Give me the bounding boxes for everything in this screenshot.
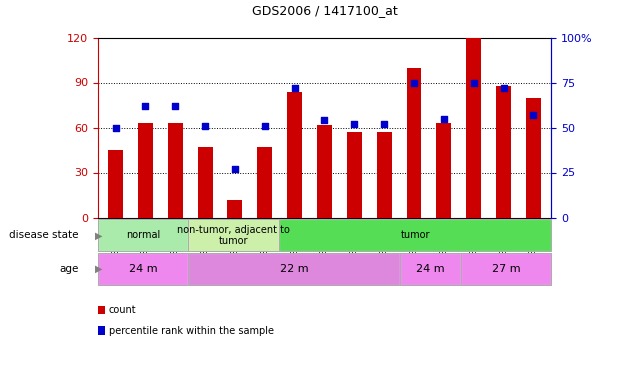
- Point: [409, 80, 419, 86]
- Point: [170, 103, 180, 109]
- Bar: [466, 38, 481, 218]
- Point: [319, 117, 329, 123]
- Text: tumor: tumor: [401, 230, 430, 240]
- Text: ▶: ▶: [94, 230, 102, 240]
- Text: 24 m: 24 m: [129, 264, 158, 274]
- Bar: [406, 68, 421, 218]
- Text: percentile rank within the sample: percentile rank within the sample: [109, 326, 274, 336]
- Bar: [168, 123, 183, 218]
- Point: [379, 121, 389, 127]
- Bar: [108, 150, 123, 217]
- Bar: [317, 124, 332, 217]
- Point: [200, 123, 210, 129]
- Point: [349, 121, 359, 127]
- Point: [438, 116, 449, 122]
- Point: [230, 166, 240, 172]
- Bar: [347, 132, 362, 218]
- Bar: [437, 123, 451, 218]
- Bar: [526, 98, 541, 218]
- Point: [260, 123, 270, 129]
- Text: count: count: [109, 305, 137, 315]
- Bar: [138, 123, 153, 218]
- Bar: [257, 147, 272, 218]
- Text: non-tumor, adjacent to
tumor: non-tumor, adjacent to tumor: [177, 225, 290, 246]
- Point: [498, 85, 508, 91]
- Bar: [377, 132, 392, 218]
- Point: [469, 80, 479, 86]
- Point: [290, 85, 300, 91]
- Bar: [496, 86, 511, 218]
- Point: [110, 124, 120, 130]
- Text: disease state: disease state: [9, 230, 79, 240]
- Text: 27 m: 27 m: [491, 264, 520, 274]
- Text: normal: normal: [126, 230, 160, 240]
- Bar: [227, 200, 243, 217]
- Point: [140, 103, 151, 109]
- Text: 22 m: 22 m: [280, 264, 309, 274]
- Point: [529, 112, 539, 118]
- Bar: [198, 147, 212, 218]
- Text: GDS2006 / 1417100_at: GDS2006 / 1417100_at: [251, 4, 398, 17]
- Text: 24 m: 24 m: [416, 264, 445, 274]
- Text: age: age: [59, 264, 79, 274]
- Bar: [287, 92, 302, 218]
- Text: ▶: ▶: [94, 264, 102, 274]
